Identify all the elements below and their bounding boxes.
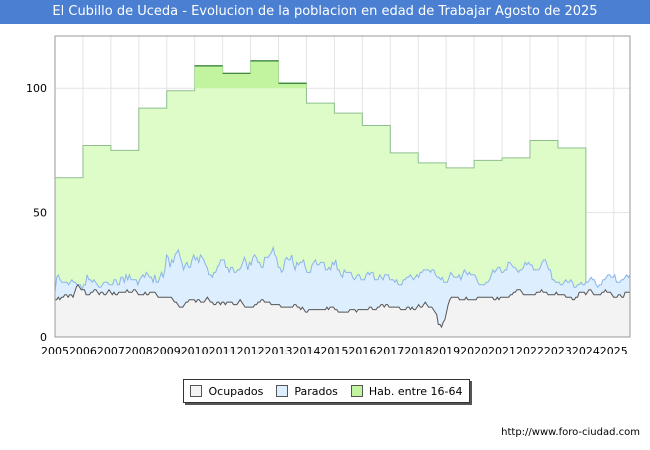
series-hab-peak-2012: [250, 60, 279, 89]
legend-swatch-parados: [276, 385, 289, 397]
x-tick-label-2024: 2024: [572, 345, 600, 354]
x-tick-label-2011: 2011: [209, 345, 237, 354]
x-tick-label-2007: 2007: [97, 345, 125, 354]
legend: Ocupados Parados Hab. entre 16-64: [183, 379, 470, 403]
series-parados-line: [54, 245, 631, 293]
legend-item-parados: Parados: [276, 385, 338, 398]
legend-label-parados: Parados: [294, 384, 338, 398]
x-tick-label-2016: 2016: [348, 345, 376, 354]
legend-swatch-ocupados: [190, 385, 203, 397]
x-tick-label-2014: 2014: [292, 345, 320, 354]
legend-item-ocupados: Ocupados: [190, 385, 263, 398]
legend-label-ocupados: Ocupados: [208, 384, 264, 398]
y-tick-label-100: 100: [26, 82, 47, 95]
source-link[interactable]: http://www.foro-ciudad.com: [501, 427, 640, 438]
series-ocupados-line: [55, 283, 630, 329]
x-tick-label-2022: 2022: [516, 345, 544, 354]
x-tick-label-2013: 2013: [265, 345, 293, 354]
x-tick-label-2009: 2009: [153, 345, 181, 354]
series-ocupados-area: [55, 284, 630, 337]
y-tick-label-50: 50: [33, 207, 47, 220]
legend-item-hab: Hab. entre 16-64: [350, 384, 463, 398]
plot-frame: [54, 35, 631, 338]
x-tick-label-2015: 2015: [320, 345, 348, 354]
x-tick-label-2005: 2005: [41, 345, 69, 354]
x-tick-label-2021: 2021: [488, 345, 516, 354]
x-tick-label-2025: 2025: [600, 345, 628, 354]
x-tick-label-2017: 2017: [376, 345, 404, 354]
watermark: FORO-CIUDAD.COM: [158, 345, 441, 354]
chart-title: El Cubillo de Uceda - Evolucion de la po…: [0, 0, 650, 24]
y-tick-label-0: 0: [40, 331, 47, 344]
chart-canvas: FORO-CIUDAD.COM 050100200520062007200820…: [26, 35, 631, 354]
x-tick-label-2018: 2018: [404, 345, 432, 354]
x-tick-label-2019: 2019: [432, 345, 460, 354]
x-tick-label-2020: 2020: [460, 345, 488, 354]
series-hab-peak-2013: [278, 83, 307, 89]
series-hab-peak-2011: [222, 73, 251, 89]
x-tick-label-2008: 2008: [125, 345, 153, 354]
legend-swatch-hab: [350, 385, 363, 397]
series-hab-peak-2010: [194, 65, 223, 89]
x-tick-label-2006: 2006: [69, 345, 97, 354]
x-tick-label-2023: 2023: [544, 345, 572, 354]
x-tick-label-2012: 2012: [237, 345, 265, 354]
x-tick-label-2010: 2010: [181, 345, 209, 354]
legend-label-hab: Hab. entre 16-64: [368, 384, 463, 398]
